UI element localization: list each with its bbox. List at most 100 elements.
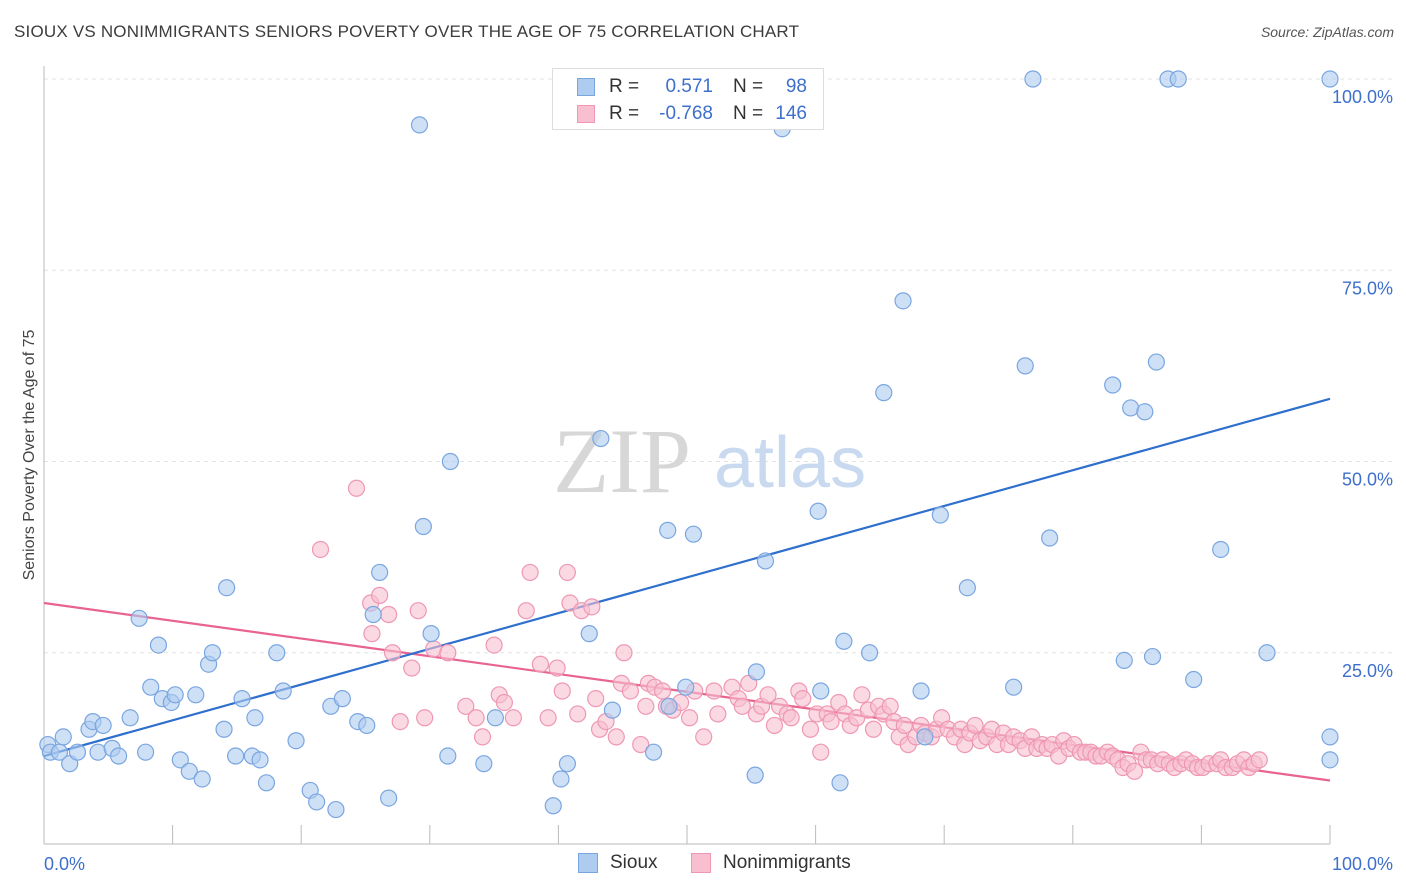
nonimmigrants-point <box>765 716 784 735</box>
sioux-point <box>1321 70 1339 88</box>
axes <box>43 66 1331 845</box>
sioux-point <box>580 625 598 643</box>
nonimmigrants-point <box>822 712 840 731</box>
sioux-point <box>193 770 211 788</box>
nonimmigrants-point <box>473 728 492 746</box>
nonimmigrants-point <box>347 479 366 497</box>
r-label: R = <box>609 103 640 124</box>
nonimmigrants-point <box>864 720 883 738</box>
sioux-point <box>544 797 562 815</box>
sioux-point <box>746 766 764 784</box>
sioux-point <box>835 632 853 650</box>
nonimmigrants-point <box>607 728 625 746</box>
nonimmigrants-point <box>391 712 409 731</box>
sioux-point <box>916 728 934 746</box>
nonimmigrants-point <box>495 693 513 712</box>
nonimmigrants-point <box>558 563 577 582</box>
legend-item-nonimmigrants[interactable]: Nonimmigrants <box>691 852 851 874</box>
legend-row-sioux: R = 0.571 N = 98 <box>577 76 807 98</box>
nonimmigrants-point <box>853 686 871 704</box>
nonimmigrants-point <box>548 659 566 677</box>
nonimmigrants-point <box>439 644 457 662</box>
chart-title: SIOUX VS NONIMMIGRANTS SENIORS POVERTY O… <box>14 22 800 41</box>
n-value: 146 <box>775 103 807 124</box>
nonimmigrants-point <box>615 644 633 662</box>
nonimmigrants-point <box>380 605 398 624</box>
nonimmigrants-point <box>311 540 330 559</box>
sioux-point <box>1258 644 1276 662</box>
nonimmigrants-point <box>403 659 421 677</box>
sioux-point <box>1143 647 1162 666</box>
nonimmigrants-point <box>425 640 443 658</box>
sioux-point <box>1041 529 1059 547</box>
sioux-point <box>861 644 879 662</box>
sioux-point <box>121 709 139 727</box>
nonimmigrants-points <box>311 479 1268 780</box>
sioux-point <box>142 678 160 696</box>
sioux-point <box>831 774 849 792</box>
sioux-point <box>203 644 222 662</box>
gridlines <box>44 78 1395 654</box>
sioux-point <box>54 728 72 746</box>
sioux-point <box>251 751 269 769</box>
legend-label-nonimmigrants: Nonimmigrants <box>723 852 851 873</box>
sioux-point <box>68 743 87 761</box>
sioux-point <box>1005 678 1023 696</box>
nonimmigrants-point <box>637 697 655 715</box>
watermark: ZIP atlas <box>553 410 866 512</box>
sioux-point <box>603 701 622 719</box>
nonimmigrants-point <box>705 682 723 700</box>
sioux-point <box>371 563 389 582</box>
y-tick-label: 25.0% <box>1342 661 1393 681</box>
sioux-point <box>1104 376 1122 394</box>
sioux-point <box>475 755 493 773</box>
legend-label-sioux: Sioux <box>610 852 658 873</box>
sioux-point <box>894 292 912 310</box>
nonimmigrants-point <box>680 709 699 727</box>
sioux-trend-line <box>43 397 1331 758</box>
sioux-point <box>1212 540 1230 559</box>
sioux-point <box>1147 353 1165 371</box>
nonimmigrants-point <box>1250 751 1268 769</box>
nonimmigrants-point <box>709 705 727 723</box>
sioux-point <box>308 793 326 811</box>
nonimmigrants-point <box>812 743 830 761</box>
nonimmigrants-point <box>539 709 557 727</box>
sioux-swatch <box>578 853 598 873</box>
nonimmigrants-point <box>794 690 812 708</box>
nonimmigrants-point <box>653 682 672 700</box>
sioux-point <box>358 716 376 735</box>
sioux-point <box>410 116 429 134</box>
sioux-point <box>109 747 128 765</box>
sioux-point <box>233 690 251 708</box>
sioux-point <box>958 579 976 597</box>
nonimmigrants-point <box>517 602 535 620</box>
sioux-point <box>747 663 766 681</box>
sioux-point <box>89 743 107 761</box>
legend-item-sioux[interactable]: Sioux <box>578 852 658 874</box>
sioux-point <box>558 755 577 773</box>
sioux-point <box>756 552 775 570</box>
sioux-point <box>246 709 264 727</box>
sioux-point <box>684 525 703 543</box>
nonimmigrants-point <box>531 655 549 673</box>
nonimmigrants-point <box>569 705 587 723</box>
source-credit: Source: ZipAtlas.com <box>1260 24 1394 40</box>
nonimmigrants-point <box>416 709 434 727</box>
sioux-point <box>1185 670 1203 689</box>
nonimmigrants-point <box>409 602 427 620</box>
watermark-zip: ZIP <box>553 410 691 512</box>
nonimmigrants-point <box>632 735 650 754</box>
sioux-point <box>364 605 382 624</box>
nonimmigrants-point <box>485 636 503 654</box>
watermark-atlas: atlas <box>714 423 866 503</box>
sioux-point <box>274 682 292 700</box>
nonimmigrants-point <box>457 697 475 715</box>
sioux-point <box>333 690 351 708</box>
sioux-point <box>130 609 148 627</box>
n-label: N = <box>733 103 764 124</box>
nonimmigrants-point <box>733 697 751 715</box>
sioux-point <box>327 800 345 819</box>
sioux-point <box>1024 70 1042 88</box>
